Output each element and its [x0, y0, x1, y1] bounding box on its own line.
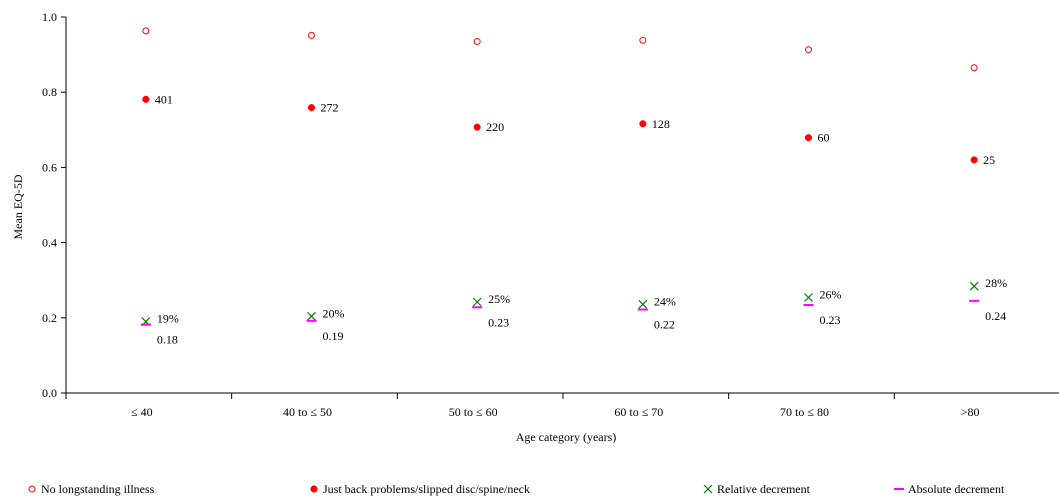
data-label: 28% [985, 276, 1007, 290]
x-ticks: ≤ 40 40 to ≤ 50 50 to ≤ 60 60 to ≤ 70 70 to … [65, 393, 980, 419]
point-filled-circle [639, 120, 647, 128]
y-tick-label: 0.0 [42, 386, 57, 400]
y-tick-label: 0.4 [42, 236, 57, 250]
data-label: 19% [157, 312, 179, 326]
data-label: 20% [323, 306, 345, 320]
data-label: 25% [488, 292, 510, 306]
data-label: 220 [486, 120, 504, 134]
data-label: 401 [155, 92, 173, 106]
legend: No longstanding illness Just back problem… [28, 482, 1005, 496]
point-x [638, 299, 648, 309]
legend-marker [28, 485, 36, 493]
y-tick-label: 0.8 [42, 85, 57, 99]
data-label: 25 [983, 153, 995, 167]
legend-label: Relative decrement [717, 482, 811, 496]
point-open-circle [970, 64, 978, 72]
legend-item: Relative decrement [703, 482, 811, 496]
point-filled-circle [804, 134, 813, 142]
data-label: 0.23 [488, 315, 509, 329]
point-x [804, 293, 813, 302]
legend-label: No longstanding illness [41, 482, 155, 496]
point-open-circle [308, 31, 315, 39]
x-tick-label: 50 to ≤ 60 [449, 405, 498, 419]
x-tick-label: 70 to ≤ 80 [780, 405, 829, 419]
point-filled-circle [473, 123, 481, 131]
x-tick-label: ≤ 40 [131, 405, 153, 419]
point-open-circle [639, 36, 647, 44]
point-x [472, 297, 482, 307]
y-ticks: 0.0 0.2 0.4 0.6 0.8 1.0 [42, 10, 66, 400]
data-label: 0.19 [323, 329, 344, 343]
point-open-circle [805, 46, 812, 54]
legend-marker [703, 484, 713, 494]
point-filled-circle [307, 104, 316, 112]
x-axis-title: Age category (years) [516, 430, 617, 444]
point-open-circle [473, 37, 481, 45]
data-label: 24% [654, 294, 676, 308]
point-x [969, 281, 979, 291]
data-label: 128 [652, 117, 670, 131]
y-tick-label: 0.6 [42, 160, 57, 174]
point-filled-circle [970, 156, 978, 164]
data-marks [140, 27, 980, 326]
legend-item: No longstanding illness [28, 482, 155, 496]
y-tick-label: 0.2 [42, 311, 57, 325]
data-label: 60 [818, 131, 830, 145]
point-x [307, 311, 316, 321]
axes [65, 17, 1059, 394]
legend-item: Absolute decrement [894, 482, 1005, 496]
data-label: 26% [820, 287, 842, 301]
point-open-circle [142, 27, 150, 35]
x-tick-label: 40 to ≤ 50 [283, 405, 332, 419]
legend-label: Just back problems/slipped disc/spine/ne… [323, 482, 530, 496]
point-filled-circle [142, 95, 150, 103]
legend-label: Absolute decrement [908, 482, 1005, 496]
x-tick-label: >80 [961, 405, 980, 419]
data-label: 0.23 [820, 313, 841, 327]
legend-item: Just back problems/slipped disc/spine/ne… [310, 482, 530, 496]
y-tick-label: 1.0 [42, 10, 57, 24]
data-label: 0.18 [157, 333, 178, 347]
legend-marker [310, 485, 318, 493]
data-labels: 401 272 220 128 60 25 19% 20% 25% 24% 26% 28% 0.18 0.… [155, 92, 1007, 346]
y-axis-title: Mean EQ-5D [11, 174, 25, 239]
data-label: 272 [321, 101, 339, 115]
data-label: 0.22 [654, 318, 675, 332]
x-tick-label: 60 to ≤ 70 [614, 405, 663, 419]
data-label: 0.24 [985, 309, 1006, 323]
